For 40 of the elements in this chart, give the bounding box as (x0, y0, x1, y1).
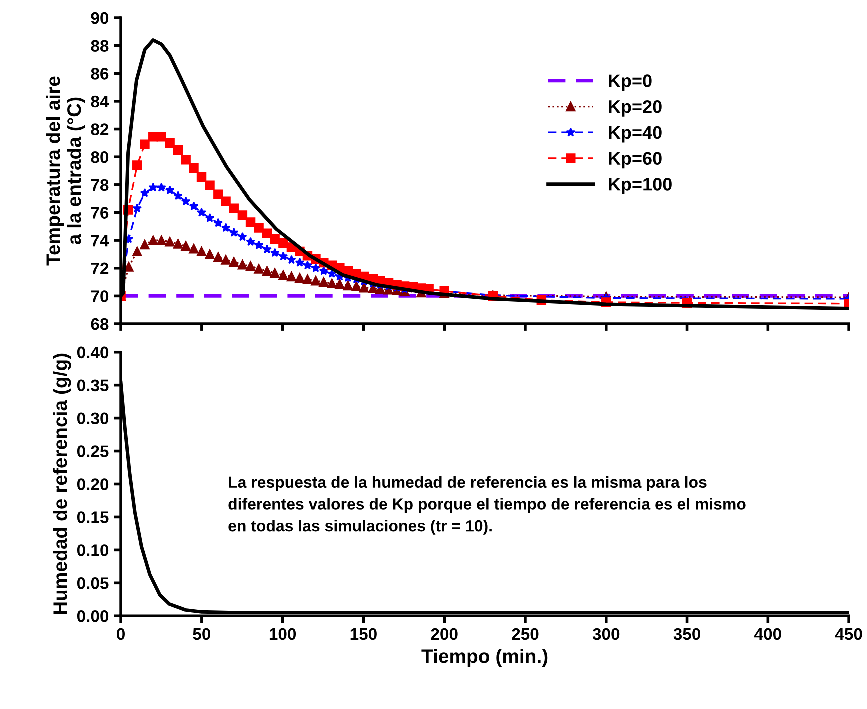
y-axis-title: Temperatura del aire a la entrada (°C) (46, 76, 86, 266)
y-tick-label: 80 (91, 152, 109, 164)
x-tick-label: 0 (117, 628, 125, 640)
annotation: La respuesta de la humedad de referencia es la misma para los diferentes valores de Kp porque el tiempo de referencia es el mismo en todas las simulaciones (tr = 10). (228, 476, 746, 535)
y-tick-label: 70 (91, 290, 109, 302)
y-tick-label: 72 (91, 262, 109, 274)
y-tick-label: 0.20 (77, 478, 109, 490)
legend-label: Kp=40 (609, 126, 662, 143)
x-tick-label: 350 (674, 628, 700, 640)
x-tick-label: 300 (592, 628, 620, 640)
y-tick-label: 0.30 (77, 412, 109, 425)
y-tick-label: 78 (91, 179, 109, 192)
x-tick-label: 200 (431, 628, 458, 640)
y-tick-label: 82 (91, 124, 109, 136)
x-tick-label: 250 (512, 628, 539, 640)
x-tick-label: 450 (835, 628, 862, 640)
y-tick-label: 90 (91, 12, 109, 24)
y-tick-label: 0.15 (77, 512, 109, 524)
legend-label: Kp=100 (609, 178, 672, 194)
x-tick-label: 50 (193, 628, 211, 640)
y-tick-label: 0.05 (77, 578, 109, 590)
y-axis-title: Humedad de referencia (g/g) (53, 354, 72, 614)
y-tick-label: 0.25 (77, 446, 109, 458)
y-tick-label: 84 (91, 96, 110, 108)
x-tick-label: 150 (350, 628, 377, 640)
legend-label: Kp=20 (609, 100, 662, 117)
x-tick-label: 400 (754, 628, 782, 640)
y-tick-label: 0.10 (77, 544, 109, 556)
y-tick-label: 88 (91, 40, 109, 52)
y-tick-label: 86 (91, 68, 109, 80)
y-tick-label: 0.00 (77, 610, 109, 622)
x-tick-label: 100 (270, 628, 296, 640)
legend-label: Kp=0 (609, 74, 652, 91)
legend-label: Kp=60 (609, 152, 662, 169)
y-tick-label: 0.40 (77, 346, 109, 359)
y-tick-label: 0.35 (77, 380, 109, 392)
x-axis-title: Tiempo (min.) (422, 649, 548, 668)
y-tick-label: 74 (91, 235, 110, 247)
y-tick-label: 68 (91, 318, 109, 330)
y-tick-label: 76 (91, 207, 109, 219)
